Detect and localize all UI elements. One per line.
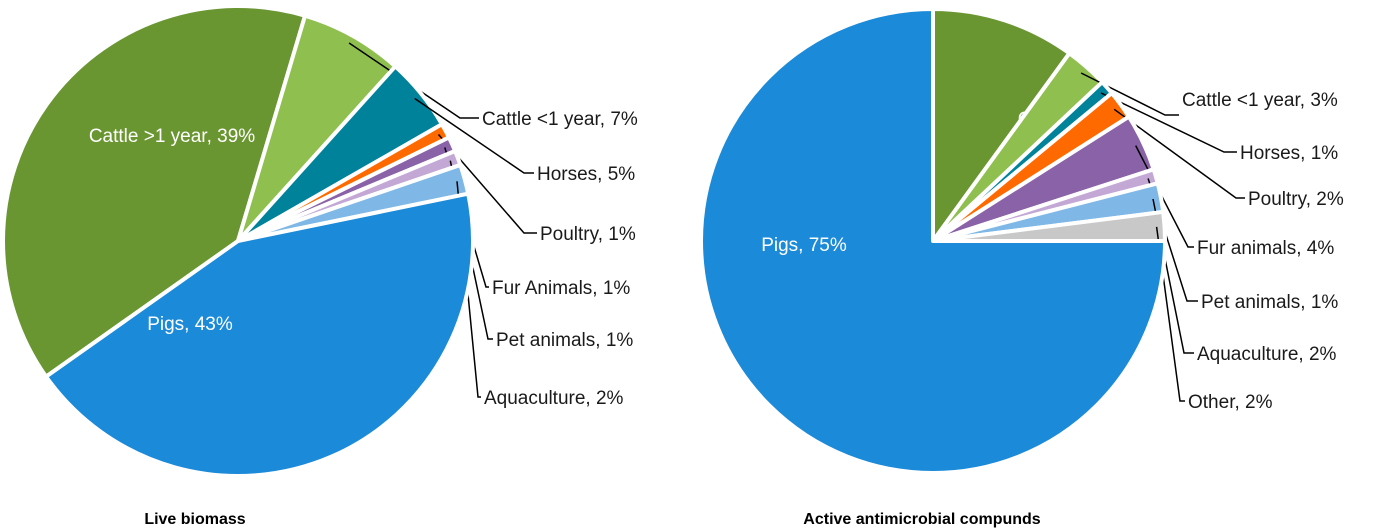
slice-label-pigs: Pigs, 43% — [147, 314, 233, 335]
slice-label-poultry: Poultry, 2% — [1248, 189, 1344, 210]
slice-label-cattle-lt1-year: Cattle <1 year, 7% — [482, 109, 638, 130]
slice-label-horses: Horses, 1% — [1240, 143, 1338, 164]
slice-label-pigs: Pigs, 75% — [761, 235, 847, 256]
slice-label-aquaculture: Aquaculture, 2% — [484, 388, 624, 409]
slice-label-other: Other, 2% — [1188, 392, 1273, 413]
slice-label-pet-animals: Pet animals, 1% — [496, 330, 633, 351]
slice-label-aquaculture: Aquaculture, 2% — [1197, 344, 1337, 365]
slice-label-fur-animals: Fur animals, 4% — [1197, 238, 1334, 259]
leader-line-horses — [414, 97, 534, 174]
pie-slice-pigs — [44, 191, 475, 478]
live-biomass-pie-chart: Cattle >1 year, 39% Cattle <1 year, 7% Hor… — [1, 4, 638, 528]
chart-title: Live biomass — [144, 511, 245, 528]
pie-slice-cattle-gt1-year — [1, 4, 308, 379]
slice-label-pet-animals: Pet animals, 1% — [1201, 292, 1338, 313]
leader-line-poultry — [1113, 108, 1245, 199]
slice-label-poultry: Poultry, 1% — [540, 224, 636, 245]
slice-label-horses: Horses, 5% — [537, 164, 635, 185]
slice-label-fur-animals: Fur Animals, 1% — [492, 278, 630, 299]
pie-slice-cattle-lt1-year — [236, 13, 398, 243]
leader-line-cattle-lt1-year — [348, 42, 479, 119]
leader-line-poultry — [437, 134, 537, 234]
leader-line-horses — [1100, 92, 1237, 153]
chart-title: Active antimicrobial compunds — [803, 511, 1040, 528]
leader-line-other — [1155, 226, 1185, 402]
slice-label-cattle-gt1-year: Cattle >1 year, 39% — [89, 126, 255, 147]
slice-label-cattle-lt1-year: Cattle <1 year, 3% — [1182, 90, 1338, 111]
pie-slice-pigs — [699, 7, 1167, 475]
pie-slice-cattle-gt1-year — [931, 7, 1072, 243]
